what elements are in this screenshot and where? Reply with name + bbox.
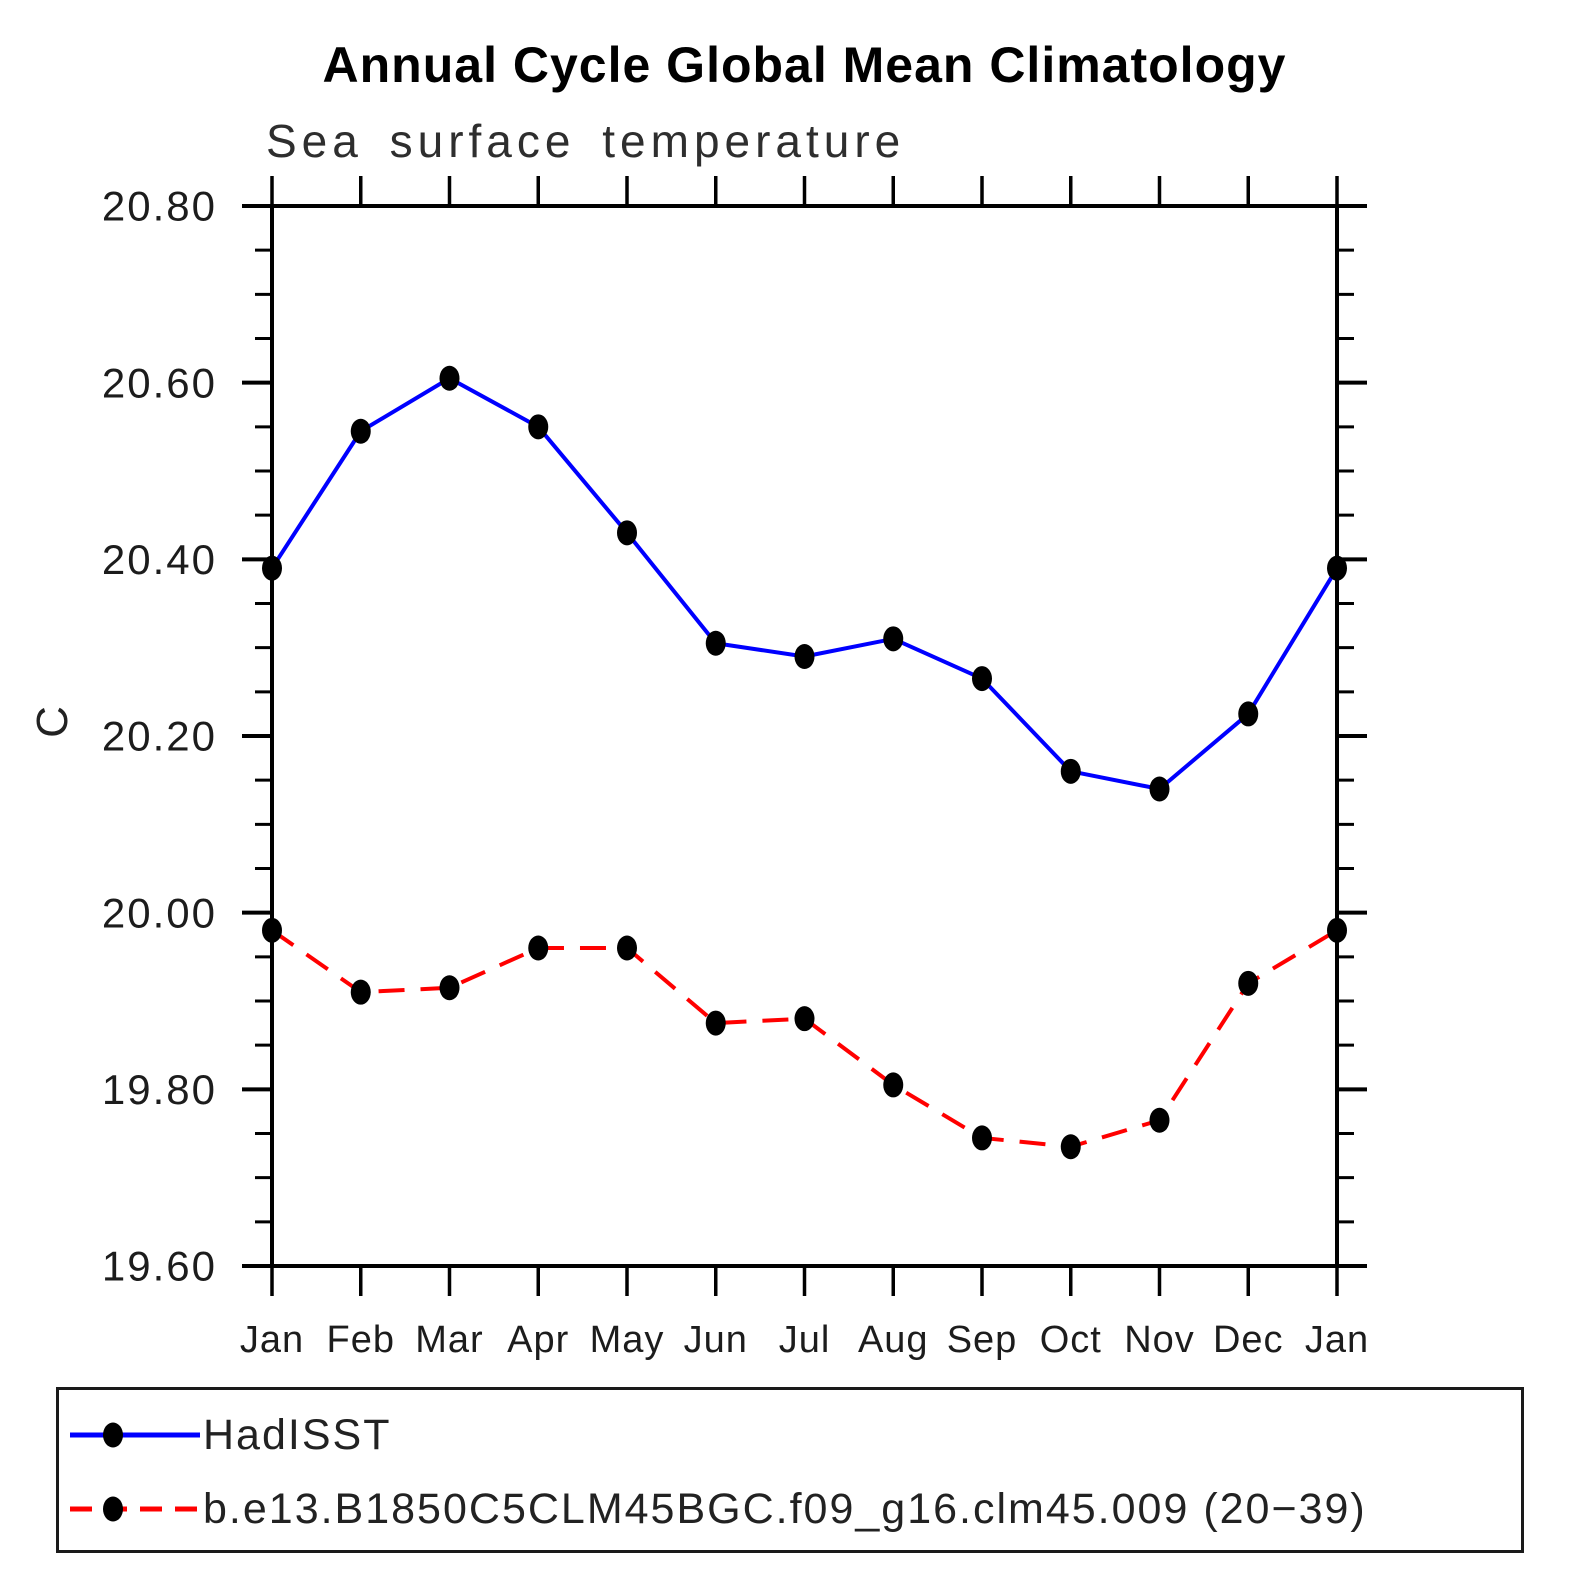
legend-item-model: b.e13.B1850C5CLM45BGC.f09_g16.clm45.009 … (67, 1472, 1521, 1546)
legend: HadISST b.e13.B1850C5CLM45BGC.f09_g16.cl… (56, 1387, 1524, 1553)
x-tick-label: Dec (1213, 1319, 1284, 1361)
x-tick-label: Jun (684, 1319, 748, 1361)
x-tick-label: Mar (415, 1319, 483, 1361)
data-point-marker (1327, 917, 1347, 943)
x-tick-label: Sep (947, 1319, 1018, 1361)
data-point-marker (262, 555, 282, 581)
x-tick-label: Jan (1305, 1319, 1369, 1361)
legend-marker-icon (103, 1496, 123, 1522)
y-tick-label: 20.80 (102, 183, 217, 230)
chart-subtitle: Sea surface temperature (266, 115, 906, 167)
data-point-marker (883, 1072, 904, 1098)
x-tick-label: Aug (858, 1319, 929, 1361)
data-point-marker (972, 1125, 992, 1151)
data-point-marker (705, 630, 726, 656)
data-point-marker (617, 520, 637, 546)
y-tick-label: 20.00 (102, 889, 217, 936)
data-point-marker (617, 935, 637, 961)
x-tick-label: Nov (1124, 1319, 1195, 1361)
y-tick-label: 20.20 (102, 713, 217, 760)
data-point-marker (262, 917, 282, 943)
legend-sample-hadisst (70, 1422, 200, 1448)
data-point-marker (439, 365, 460, 391)
y-tick-label: 19.80 (102, 1066, 217, 1113)
data-point-marker (972, 666, 992, 692)
data-point-marker (883, 626, 904, 652)
x-tick-label: Feb (327, 1319, 395, 1361)
data-point-marker (350, 418, 371, 444)
axis-frame (270, 204, 1339, 1268)
x-tick-label: Oct (1040, 1319, 1102, 1361)
data-point-marker (1149, 1107, 1170, 1133)
data-point-marker (528, 414, 549, 440)
data-point-marker (1238, 970, 1259, 996)
x-tick-label: May (590, 1319, 665, 1361)
x-axis-ticks (270, 176, 1339, 1296)
data-point-marker (1060, 1134, 1081, 1160)
data-point-marker (1060, 758, 1081, 784)
legend-marker-icon (103, 1422, 123, 1448)
series-hadisst (262, 365, 1347, 802)
legend-sample-model (70, 1496, 200, 1522)
y-axis-ticks (242, 204, 1367, 1268)
data-point-marker (705, 1010, 726, 1036)
series-line (270, 928, 1339, 1149)
x-tick-label: Apr (507, 1319, 569, 1361)
data-point-marker (1327, 555, 1347, 581)
legend-item-hadisst: HadISST (67, 1398, 1521, 1472)
y-tick-label: 19.60 (102, 1243, 217, 1290)
x-axis-tick-labels: Jan Feb Mar Apr May Jun Jul Aug Sep Oct Nov Dec Jan (240, 1319, 1369, 1361)
y-axis-tick-labels: 19.60 19.80 20.00 20.20 20.40 20.60 20.80 (102, 183, 217, 1290)
data-point-marker (439, 975, 460, 1001)
legend-label-model: b.e13.B1850C5CLM45BGC.f09_g16.clm45.009 … (203, 1484, 1367, 1533)
y-tick-label: 20.60 (102, 359, 217, 406)
data-point-marker (794, 644, 815, 669)
y-tick-label: 20.40 (102, 536, 217, 583)
data-point-marker (1238, 701, 1259, 727)
data-point-marker (528, 935, 549, 961)
x-tick-label: Jul (779, 1319, 831, 1361)
chart-title: Annual Cycle Global Mean Climatology (322, 37, 1287, 93)
data-point-marker (350, 979, 371, 1005)
series-line (270, 376, 1339, 791)
series-model (262, 917, 1347, 1160)
legend-label-hadisst: HadISST (203, 1410, 392, 1459)
x-tick-label: Jan (240, 1319, 304, 1361)
data-point-marker (1149, 776, 1170, 802)
data-point-marker (794, 1006, 815, 1032)
